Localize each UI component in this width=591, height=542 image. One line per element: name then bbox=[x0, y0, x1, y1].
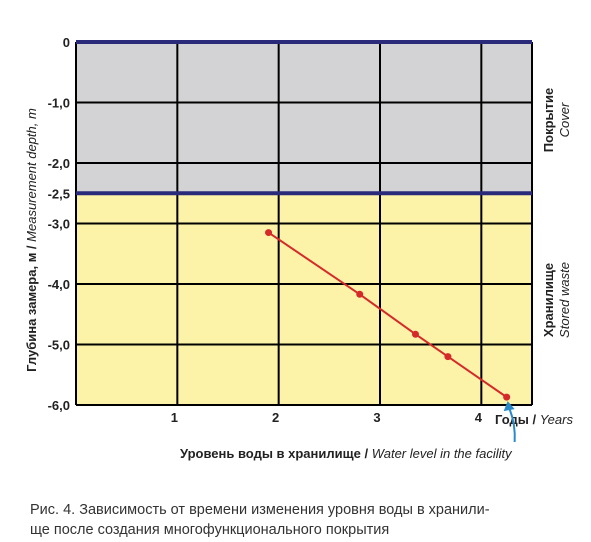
y-tick-labels: 0 -1,0 -2,0 -2,5 -3,0 -4,0 -5,0 -6,0 bbox=[48, 35, 70, 413]
grid bbox=[75, 41, 533, 406]
svg-text:Cover: Cover bbox=[557, 102, 572, 137]
stored-waste-zone bbox=[76, 193, 532, 405]
caption-line-2: ще после создания многофункционального п… bbox=[30, 522, 390, 538]
svg-text:Stored waste: Stored waste bbox=[557, 262, 572, 338]
y-tick-label: -4,0 bbox=[48, 277, 70, 292]
y-tick-label: -2,5 bbox=[48, 186, 70, 201]
x-tick-label: 3 bbox=[373, 410, 380, 425]
data-point bbox=[503, 393, 511, 401]
x-tick-label: 1 bbox=[171, 410, 178, 425]
annotation-arrowhead bbox=[503, 401, 515, 412]
annotation-arrow bbox=[508, 408, 516, 443]
cover-zone bbox=[76, 42, 532, 194]
y-tick-label: -1,0 bbox=[48, 96, 70, 111]
cover-zone-label: Покрытие Cover bbox=[541, 88, 572, 152]
annotation-label: Уровень воды в хранилище / Water level i… bbox=[180, 446, 513, 461]
y-tick-label: -5,0 bbox=[48, 338, 70, 353]
data-point bbox=[356, 290, 364, 298]
figure-caption: Рис. 4. Зависимость от времени изменения… bbox=[30, 500, 575, 540]
y-tick-label: -6,0 bbox=[48, 398, 70, 413]
stored-waste-zone-label: Хранилище Stored waste bbox=[541, 262, 572, 338]
data-point bbox=[444, 353, 452, 361]
y-tick-label: 0 bbox=[63, 35, 70, 50]
caption-line-1: Рис. 4. Зависимость от времени изменения… bbox=[30, 502, 490, 518]
data-point bbox=[411, 330, 419, 338]
data-point bbox=[265, 229, 273, 237]
svg-text:Хранилище: Хранилище bbox=[541, 263, 556, 337]
chart: 0 -1,0 -2,0 -2,5 -3,0 -4,0 -5,0 -6,0 1 2 3 4 Глуби… bbox=[24, 35, 573, 461]
y-tick-label: -2,0 bbox=[48, 156, 70, 171]
y-tick-label: -3,0 bbox=[48, 217, 70, 232]
x-tick-labels: 1 2 3 4 bbox=[171, 410, 483, 425]
x-tick-label: 4 bbox=[475, 410, 483, 425]
svg-text:Покрытие: Покрытие bbox=[541, 88, 556, 152]
y-axis-label: Глубина замера, м / Measurement depth, m bbox=[24, 108, 39, 372]
x-tick-label: 2 bbox=[272, 410, 279, 425]
x-axis-label: Годы / Years bbox=[495, 412, 573, 427]
water-level-series bbox=[265, 229, 511, 401]
